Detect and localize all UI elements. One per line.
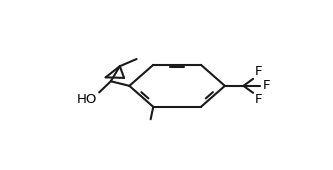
Text: F: F xyxy=(254,65,262,78)
Text: HO: HO xyxy=(77,93,97,106)
Text: F: F xyxy=(254,94,262,106)
Text: F: F xyxy=(262,79,270,92)
